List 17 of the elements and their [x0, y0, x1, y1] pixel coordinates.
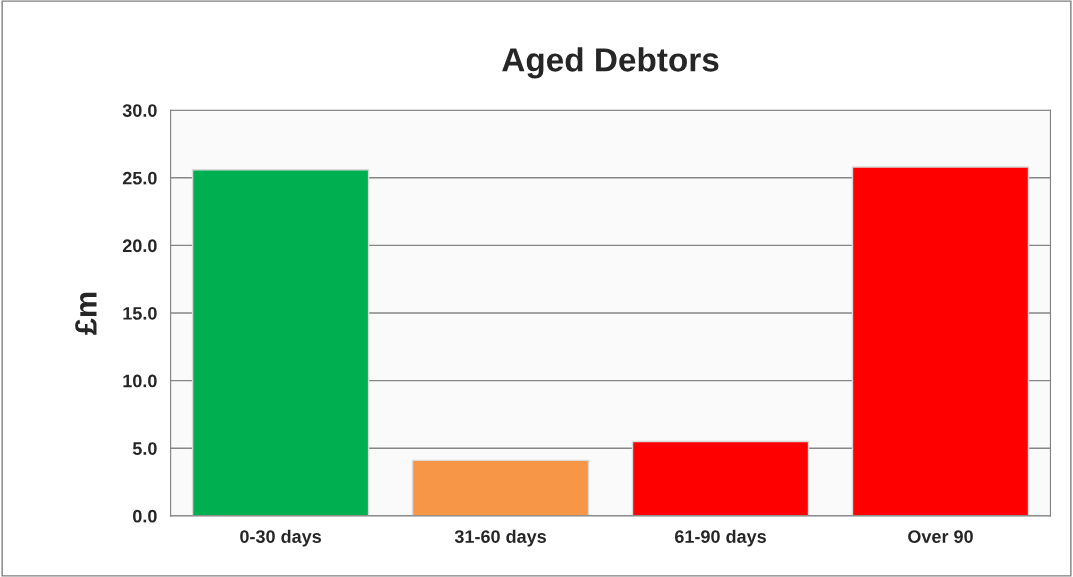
y-tick-label: 20.0 — [122, 239, 157, 253]
y-tick-label: 30.0 — [122, 104, 157, 117]
x-tick-label: 31-60 days — [454, 529, 546, 547]
chart-title: Aged Debtors — [502, 47, 719, 79]
bar — [851, 166, 1030, 516]
y-tick-label: 5.0 — [132, 442, 157, 455]
y-tick-label: 10.0 — [123, 374, 157, 388]
y-tick-label: 0.0 — [133, 509, 157, 523]
x-tick-label: 0-30 days — [240, 529, 322, 547]
bar — [631, 440, 810, 516]
x-tick-label: Over 90 — [908, 530, 973, 543]
x-tick-label: 61-90 days — [675, 529, 766, 547]
y-tick-label: 25.0 — [122, 171, 157, 185]
y-axis-title: £m — [75, 292, 97, 335]
bar — [411, 459, 590, 516]
y-tick-label: 15.0 — [123, 306, 157, 320]
bar — [191, 169, 370, 516]
